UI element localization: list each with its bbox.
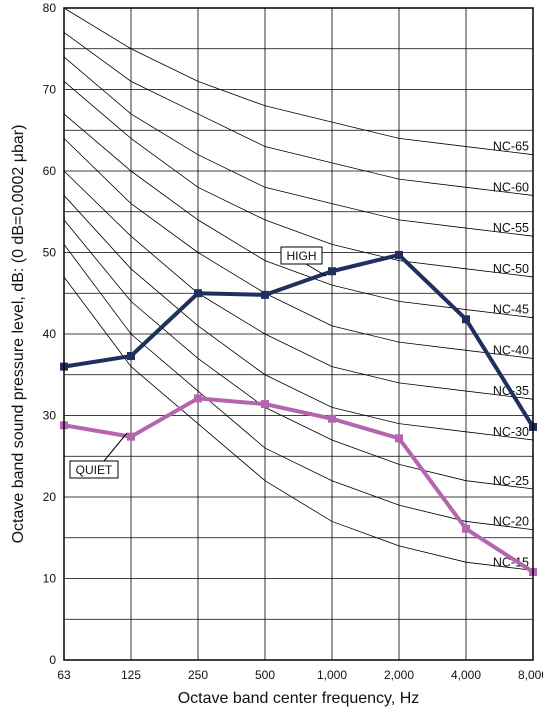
series-name-label: HIGH	[287, 249, 317, 263]
y-tick-label: 80	[43, 1, 57, 15]
series-line-quiet	[63, 396, 535, 574]
y-tick-label: 50	[43, 246, 57, 260]
y-tick-label: 60	[43, 164, 57, 178]
series-point-high	[194, 289, 202, 298]
y-tick-label: 20	[43, 490, 57, 504]
nc-curve-label: NC-40	[493, 343, 529, 357]
x-tick-label: 500	[255, 668, 275, 682]
y-tick-label: 40	[43, 327, 57, 341]
nc-curve-label: NC-20	[493, 515, 529, 529]
nc-curve-nc-45	[63, 113, 534, 319]
nc-curve-nc-35	[63, 170, 534, 400]
nc-curve-nc-30	[63, 195, 534, 441]
nc-curve-label: NC-50	[493, 262, 529, 276]
plot-frame	[63, 7, 534, 661]
callout-high: HIGH	[280, 246, 327, 277]
nc-curve-label: NC-25	[493, 474, 529, 488]
x-axis-title: Octave band center frequency, Hz	[178, 690, 420, 707]
series-point-quiet	[194, 394, 202, 403]
callout-leader-line	[103, 432, 128, 462]
nc-curve-nc-15	[63, 276, 534, 571]
nc-curve-nc-55	[63, 56, 534, 237]
y-tick-label: 30	[43, 409, 57, 423]
series-point-high	[395, 250, 403, 259]
series-point-high	[127, 352, 135, 361]
series-point-high	[261, 290, 269, 299]
x-tick-label: 125	[121, 668, 141, 682]
y-tick-label: 70	[43, 83, 57, 97]
series-point-quiet	[328, 414, 336, 423]
nc-curve-nc-40	[63, 138, 534, 359]
x-tick-label: 250	[188, 668, 208, 682]
callout-quiet: QUIET	[69, 432, 128, 479]
series-point-quiet	[127, 432, 135, 441]
x-tick-label: 1,000	[317, 668, 347, 682]
callout-box	[69, 460, 119, 479]
nc-curve-nc-60	[63, 32, 534, 196]
nc-curve-label: NC-30	[493, 425, 529, 439]
y-tick-label: 0	[49, 653, 56, 667]
nc-curve-nc-20	[63, 244, 534, 530]
callout-leader-line	[305, 263, 327, 277]
nc-curve-label: NC-55	[493, 221, 529, 235]
x-tick-label: 4,000	[451, 668, 481, 682]
y-tick-label: 10	[43, 572, 57, 586]
nc-curve-nc-25	[63, 219, 534, 490]
series-layer	[60, 250, 537, 576]
series-point-quiet	[261, 400, 269, 409]
series-line-high	[63, 252, 535, 428]
callouts-layer: HIGH QUIET	[69, 246, 327, 479]
tick-labels-layer: 63 125 250 500 1,000 2,000 4,000 8,000 0 10 20 30 40…	[43, 1, 543, 682]
series-name-label: QUIET	[76, 463, 113, 477]
y-axis-title: Octave band sound pressure level, dB: (0…	[10, 125, 27, 544]
nc-curve-label: NC-45	[493, 303, 529, 317]
callout-box	[280, 246, 323, 265]
grid-layer	[64, 8, 533, 660]
series-point-high	[462, 315, 470, 324]
x-tick-label: 8,000	[518, 668, 543, 682]
nc-curve-nc-65	[63, 7, 534, 156]
series-point-quiet	[462, 524, 470, 533]
x-tick-label: 2,000	[384, 668, 414, 682]
nc-curve-nc-50	[63, 81, 534, 278]
series-point-quiet	[395, 434, 403, 443]
nc-curve-label: NC-60	[493, 180, 529, 194]
nc-curves-layer: NC-65NC-60NC-55NC-50NC-45NC-40NC-35NC-30…	[63, 7, 534, 571]
x-tick-label: 63	[57, 668, 71, 682]
nc-curve-label: NC-65	[493, 140, 529, 154]
series-point-high	[328, 267, 336, 276]
